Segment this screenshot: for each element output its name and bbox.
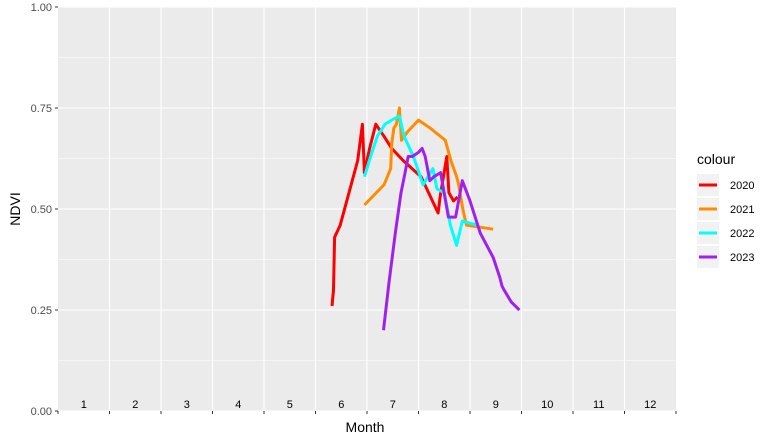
legend: colour 2020 2021 2022 2023	[697, 151, 754, 268]
series-line-2020	[330, 122, 459, 307]
month-label: 5	[287, 399, 293, 411]
legend-label-2022: 2022	[730, 228, 754, 240]
month-label: 6	[338, 399, 344, 411]
y-tick-label: 0.00	[31, 406, 52, 418]
x-axis	[57, 411, 677, 414]
month-label: 1	[81, 399, 87, 411]
y-tick-label: 0.75	[31, 103, 52, 115]
series-line-2022	[362, 114, 479, 247]
series-line-2023	[382, 146, 521, 331]
month-label: 11	[593, 399, 604, 411]
month-label: 2	[132, 399, 138, 411]
month-label: 8	[441, 399, 447, 411]
legend-label-2023: 2023	[730, 252, 754, 264]
month-labels: 1 2 3 4 5 6 7 8 9 10 11 12	[81, 399, 657, 411]
month-label: 3	[184, 399, 190, 411]
month-label: 10	[541, 399, 553, 411]
y-tick-label: 0.50	[31, 204, 52, 216]
legend-label-2020: 2020	[730, 180, 754, 192]
month-label: 4	[235, 399, 241, 411]
y-axis-title: NDVI	[7, 192, 23, 225]
month-label: 7	[390, 399, 396, 411]
x-axis-title: Month	[346, 419, 385, 435]
month-label: 12	[644, 399, 656, 411]
legend-title: colour	[697, 151, 735, 167]
y-axis: 0.00 0.25 0.50 0.75 1.00	[31, 2, 58, 418]
grid	[58, 6, 676, 412]
y-tick-label: 0.25	[31, 305, 52, 317]
y-tick-label: 1.00	[31, 2, 52, 14]
series-lines	[330, 106, 521, 331]
legend-label-2021: 2021	[730, 204, 754, 216]
month-label: 9	[493, 399, 499, 411]
